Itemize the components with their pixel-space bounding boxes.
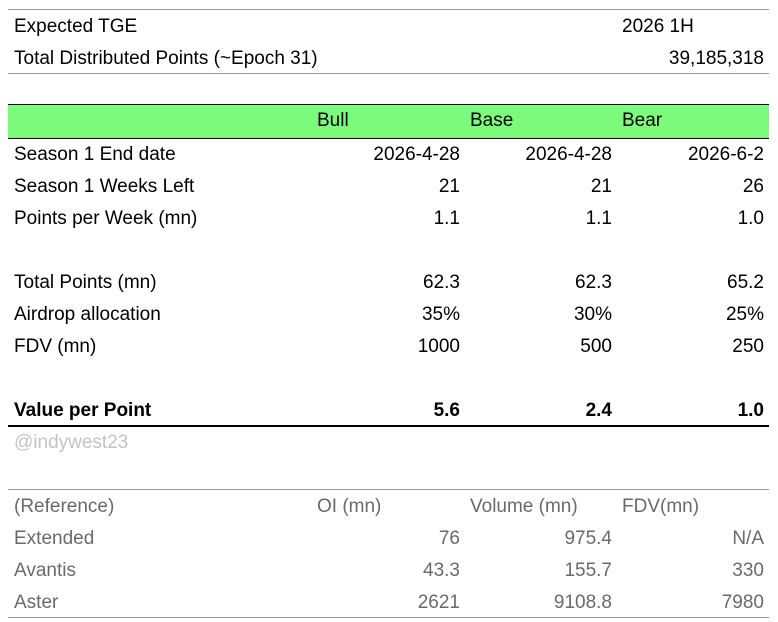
- tge-value: 2026 1H: [622, 16, 694, 37]
- summary-row-points: Total Distributed Points (~Epoch 31) 39,…: [8, 43, 769, 75]
- row-label: Avantis: [14, 560, 76, 581]
- scenario-header-border: [8, 138, 769, 139]
- volume-value: 155.7: [564, 560, 612, 581]
- row-label: Points per Week (mn): [14, 208, 198, 229]
- oi-value: 76: [438, 528, 460, 549]
- header-bear: Bear: [622, 110, 663, 131]
- header-fdv: FDV(mn): [622, 496, 700, 517]
- tge-label: Expected TGE: [14, 16, 138, 37]
- scenario-header-row: Bull Base Bear: [8, 105, 769, 138]
- row-label: Total Points (mn): [14, 272, 157, 293]
- bear-value: 65.2: [727, 272, 764, 293]
- table-row: Airdrop allocation 35% 30% 25%: [8, 299, 769, 331]
- base-value: 500: [580, 336, 612, 357]
- points-value: 39,185,318: [668, 48, 764, 69]
- watermark-row: @indywest23: [8, 427, 769, 459]
- bull-value: 62.3: [423, 272, 460, 293]
- oi-value: 43.3: [423, 560, 460, 581]
- bull-value: 1.1: [433, 208, 460, 229]
- table-row: Points per Week (mn) 1.1 1.1 1.0: [8, 203, 769, 235]
- table-row: Season 1 Weeks Left 21 21 26: [8, 171, 769, 203]
- bull-value: 1000: [417, 336, 460, 357]
- reference-bottom-border: [8, 617, 769, 618]
- bull-value: 5.6: [433, 400, 460, 421]
- table-row: Aster 2621 9108.8 7980: [8, 587, 769, 619]
- base-value: 2.4: [585, 400, 612, 421]
- header-base: Base: [470, 110, 514, 131]
- bull-value: 2026-4-28: [373, 144, 460, 165]
- row-label: Season 1 End date: [14, 144, 176, 165]
- fdv-value: 7980: [721, 592, 764, 613]
- fdv-value: N/A: [732, 528, 764, 549]
- fdv-value: 330: [732, 560, 764, 581]
- reference-top-border: [8, 489, 769, 490]
- table-row: Avantis 43.3 155.7 330: [8, 555, 769, 587]
- bear-value: 2026-6-2: [687, 144, 764, 165]
- table-row: Extended 76 975.4 N/A: [8, 523, 769, 555]
- base-value: 30%: [573, 304, 612, 325]
- summary-row-tge: Expected TGE 2026 1H: [8, 11, 769, 43]
- header-bull: Bull: [317, 110, 349, 131]
- base-value: 1.1: [585, 208, 612, 229]
- header-volume: Volume (mn): [470, 496, 578, 517]
- base-value: 2026-4-28: [525, 144, 612, 165]
- bear-value: 26: [742, 176, 764, 197]
- volume-value: 9108.8: [553, 592, 612, 613]
- row-label: Season 1 Weeks Left: [14, 176, 195, 197]
- row-label: FDV (mn): [14, 336, 97, 357]
- row-label: Value per Point: [14, 400, 152, 421]
- watermark-handle: @indywest23: [14, 432, 129, 453]
- volume-value: 975.4: [564, 528, 612, 549]
- points-label: Total Distributed Points (~Epoch 31): [14, 48, 318, 69]
- value-per-point-row: Value per Point 5.6 2.4 1.0: [8, 395, 769, 427]
- summary-top-border: [8, 9, 769, 10]
- table-row: Season 1 End date 2026-4-28 2026-4-28 20…: [8, 139, 769, 171]
- oi-value: 2621: [417, 592, 460, 613]
- table-row: FDV (mn) 1000 500 250: [8, 331, 769, 363]
- bull-value: 21: [438, 176, 460, 197]
- row-label: Extended: [14, 528, 95, 549]
- scenario-bottom-border: [8, 425, 769, 427]
- row-label: Aster: [14, 592, 59, 613]
- reference-header-row: (Reference) OI (mn) Volume (mn) FDV(mn): [8, 491, 769, 523]
- table-row: Total Points (mn) 62.3 62.3 65.2: [8, 267, 769, 299]
- bull-value: 35%: [421, 304, 460, 325]
- summary-bottom-border: [8, 73, 769, 74]
- bear-value: 25%: [725, 304, 764, 325]
- bear-value: 250: [732, 336, 764, 357]
- base-value: 21: [590, 176, 612, 197]
- scenario-top-border: [8, 104, 769, 105]
- header-oi: OI (mn): [317, 496, 382, 517]
- row-label: Airdrop allocation: [14, 304, 161, 325]
- bear-value: 1.0: [737, 400, 764, 421]
- bear-value: 1.0: [737, 208, 764, 229]
- base-value: 62.3: [575, 272, 612, 293]
- reference-header-label: (Reference): [14, 496, 115, 517]
